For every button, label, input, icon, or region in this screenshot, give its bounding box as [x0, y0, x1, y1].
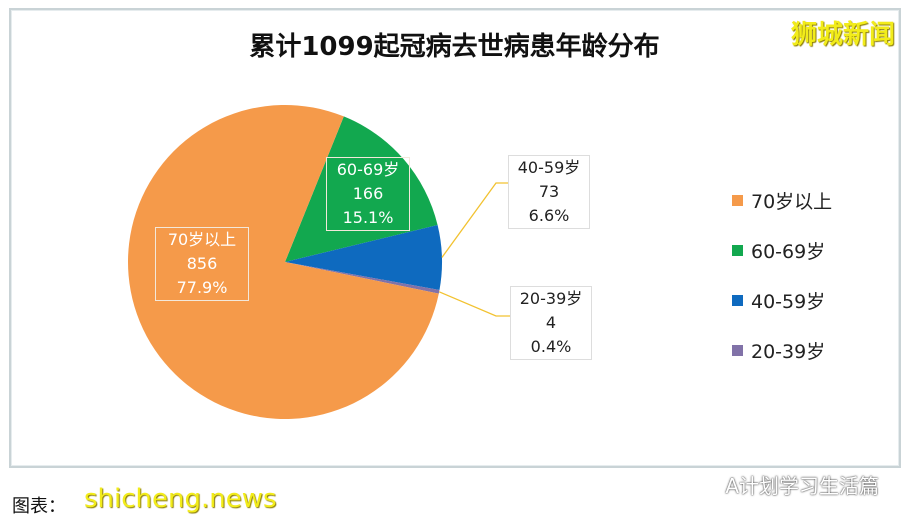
label-category: 60-69岁	[336, 160, 400, 179]
pie-slice-2	[285, 225, 443, 291]
data-label-40-59: 40-59岁 73 6.6%	[508, 155, 590, 229]
label-value: 4	[545, 313, 557, 332]
leader-line	[441, 182, 508, 258]
label-percent: 77.9%	[176, 278, 228, 297]
legend-label: 70岁以上	[751, 190, 833, 213]
label-category: 20-39岁	[519, 289, 583, 308]
label-category: 70岁以上	[167, 230, 237, 249]
label-percent: 6.6%	[528, 206, 570, 225]
legend-swatch	[732, 294, 743, 306]
label-percent: 15.1%	[342, 208, 394, 227]
label-value: 73	[538, 182, 560, 201]
label-category: 40-59岁	[517, 158, 581, 177]
label-value: 856	[186, 254, 218, 273]
legend-item: 60-69岁	[732, 225, 832, 275]
legend-item: 40-59岁	[732, 275, 832, 325]
legend-label: 20-39岁	[751, 340, 826, 363]
legend-label: 40-59岁	[751, 290, 826, 313]
brand-logo: 狮城新闻	[790, 20, 895, 50]
pie-slice-1	[285, 116, 438, 263]
site-watermark: shicheng.news	[84, 484, 277, 514]
legend-swatch	[732, 194, 743, 206]
pie-slice-3	[285, 262, 440, 294]
chart-title: 累计1099起冠病去世病患年龄分布	[249, 32, 660, 62]
legend-swatch	[732, 344, 743, 356]
legend: 70岁以上 60-69岁 40-59岁 20-39岁	[732, 175, 832, 375]
leader-line	[438, 291, 510, 317]
data-label-20-39: 20-39岁 4 0.4%	[510, 286, 592, 360]
label-value: 166	[352, 184, 384, 203]
credit-text: 图表：	[12, 496, 66, 517]
legend-item: 70岁以上	[732, 175, 832, 225]
legend-label: 60-69岁	[751, 240, 826, 263]
legend-swatch	[732, 244, 743, 256]
wechat-watermark: A计划学习生活篇	[725, 474, 879, 498]
legend-item: 20-39岁	[732, 325, 832, 375]
pie-slice-0	[127, 104, 439, 420]
data-label-60-69: 60-69岁 166 15.1%	[326, 157, 410, 231]
chart-frame	[9, 8, 901, 468]
label-percent: 0.4%	[530, 337, 572, 356]
data-label-70plus: 70岁以上 856 77.9%	[155, 227, 249, 301]
